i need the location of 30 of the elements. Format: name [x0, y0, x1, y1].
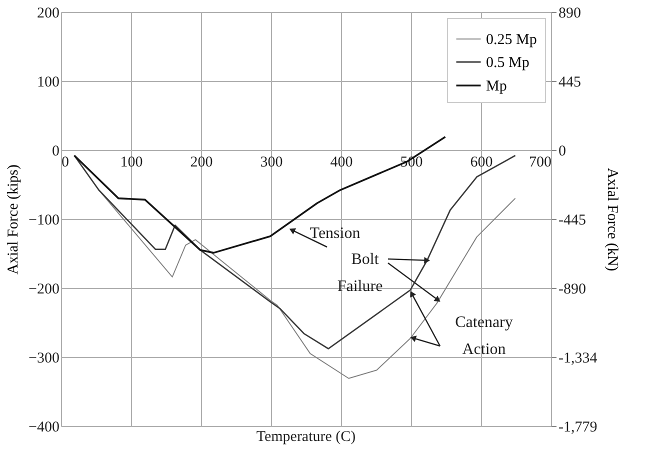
y2-tick-label: 0 — [558, 144, 566, 160]
y-axis-title: Axial Force (kips) — [6, 164, 22, 274]
legend-label: 0.25 Mp — [486, 32, 537, 48]
y-tick-label: 0 — [52, 144, 60, 160]
x-tick-label: 400 — [330, 154, 353, 170]
y2-tick-label: 445 — [558, 74, 581, 91]
y2-tick-label: -1,779 — [558, 420, 598, 436]
x-tick-label: 100 — [120, 154, 143, 170]
y-tick-label: −100 — [28, 212, 60, 228]
y-tick-label: −200 — [28, 282, 60, 298]
x-tick-label: 200 — [190, 154, 213, 170]
line-series — [73, 136, 446, 254]
y-tick-label: −400 — [28, 420, 60, 436]
annotation: Bolt Failure — [337, 251, 383, 295]
y2-tick-label: 890 — [558, 6, 581, 22]
y2-axis-title: Axial Force (kN) — [604, 168, 620, 272]
y2-tick-label: -890 — [558, 282, 586, 298]
y-tick-label: 200 — [37, 6, 60, 22]
x-tick-label: 700 — [529, 154, 552, 170]
y-tick-label: 100 — [37, 74, 60, 90]
legend-label: 0.5 Mp — [486, 55, 530, 71]
x-axis-title: Temperature (C) — [256, 429, 356, 445]
y2-tick-label: -1,334 — [558, 350, 598, 366]
x-tick-label: 300 — [260, 154, 283, 170]
x-tick-label: 600 — [470, 154, 493, 170]
annotation: Tension — [310, 225, 360, 242]
y2-tick-label: -445 — [558, 212, 586, 229]
y-tick-label: −300 — [28, 350, 60, 366]
annotation: Catenary Action — [455, 314, 513, 358]
legend-label: Mp — [486, 78, 507, 94]
